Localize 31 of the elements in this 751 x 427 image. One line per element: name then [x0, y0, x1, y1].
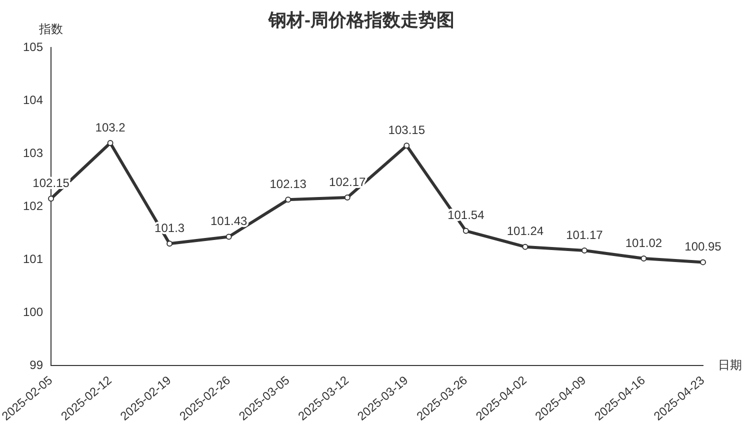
- y-tick-label: 101: [22, 252, 44, 266]
- y-tick-label: 102: [22, 198, 44, 213]
- y-axis-title: 指数: [38, 22, 64, 36]
- point: [166, 240, 173, 247]
- point: [462, 228, 469, 234]
- y-tick-label: 100: [22, 304, 44, 319]
- data-label: 102.13: [270, 176, 307, 191]
- data-label: 101.17: [566, 228, 604, 242]
- data-label: 102.17: [329, 174, 366, 189]
- point: [344, 194, 350, 201]
- point: [581, 248, 588, 254]
- point: [640, 255, 647, 262]
- y-tick-label: 105: [22, 40, 44, 54]
- data-label: 100.95: [684, 240, 722, 254]
- point: [226, 234, 232, 240]
- point: [285, 196, 292, 203]
- x-axis-title: 日期: [718, 358, 742, 372]
- y-tick-label: 99: [30, 358, 44, 372]
- data-label: 101.24: [506, 224, 544, 238]
- data-label: 103.2: [95, 120, 126, 134]
- data-label: 103.15: [388, 122, 426, 137]
- point: [522, 244, 528, 250]
- y-tick-label: 103: [22, 146, 44, 160]
- point: [700, 259, 706, 266]
- y-tick-label: 104: [22, 92, 44, 107]
- chart-title: 钢材-周价格指数走势图: [268, 10, 454, 30]
- point: [107, 140, 114, 146]
- point: [404, 142, 410, 149]
- data-label: 101.43: [210, 214, 248, 228]
- data-label: 101.02: [625, 236, 662, 250]
- point: [48, 196, 54, 202]
